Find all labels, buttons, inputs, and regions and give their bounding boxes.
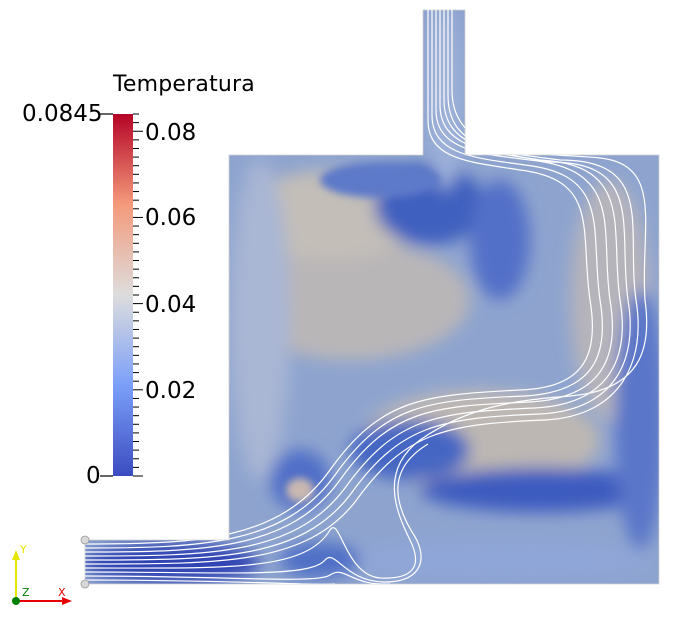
inlet-point-top[interactable]	[80, 535, 90, 545]
scalar-bar-title: Temperatura	[113, 72, 255, 97]
scalar-bar-tick-0.04: 0.04	[145, 292, 197, 318]
scalar-bar-tick-0.08: 0.08	[145, 120, 197, 146]
scalar-bar	[100, 113, 143, 477]
streamlines	[85, 10, 648, 584]
scalar-bar-max-label: 0.0845	[22, 101, 103, 127]
orientation-axes	[12, 550, 72, 605]
domain-outline	[84, 9, 660, 585]
inlet-point-bottom[interactable]	[80, 579, 90, 589]
axis-x-label: X	[58, 586, 66, 599]
scalar-bar-gradient	[113, 114, 133, 476]
axis-y-label: Y	[20, 543, 27, 556]
scalar-bar-tick-0.02: 0.02	[145, 378, 197, 404]
axis-z-label: Z	[22, 586, 30, 599]
scalar-bar-tick-0.06: 0.06	[145, 205, 197, 231]
scalar-bar-ticks	[133, 113, 143, 477]
scalar-bar-min-label: 0	[86, 463, 101, 489]
